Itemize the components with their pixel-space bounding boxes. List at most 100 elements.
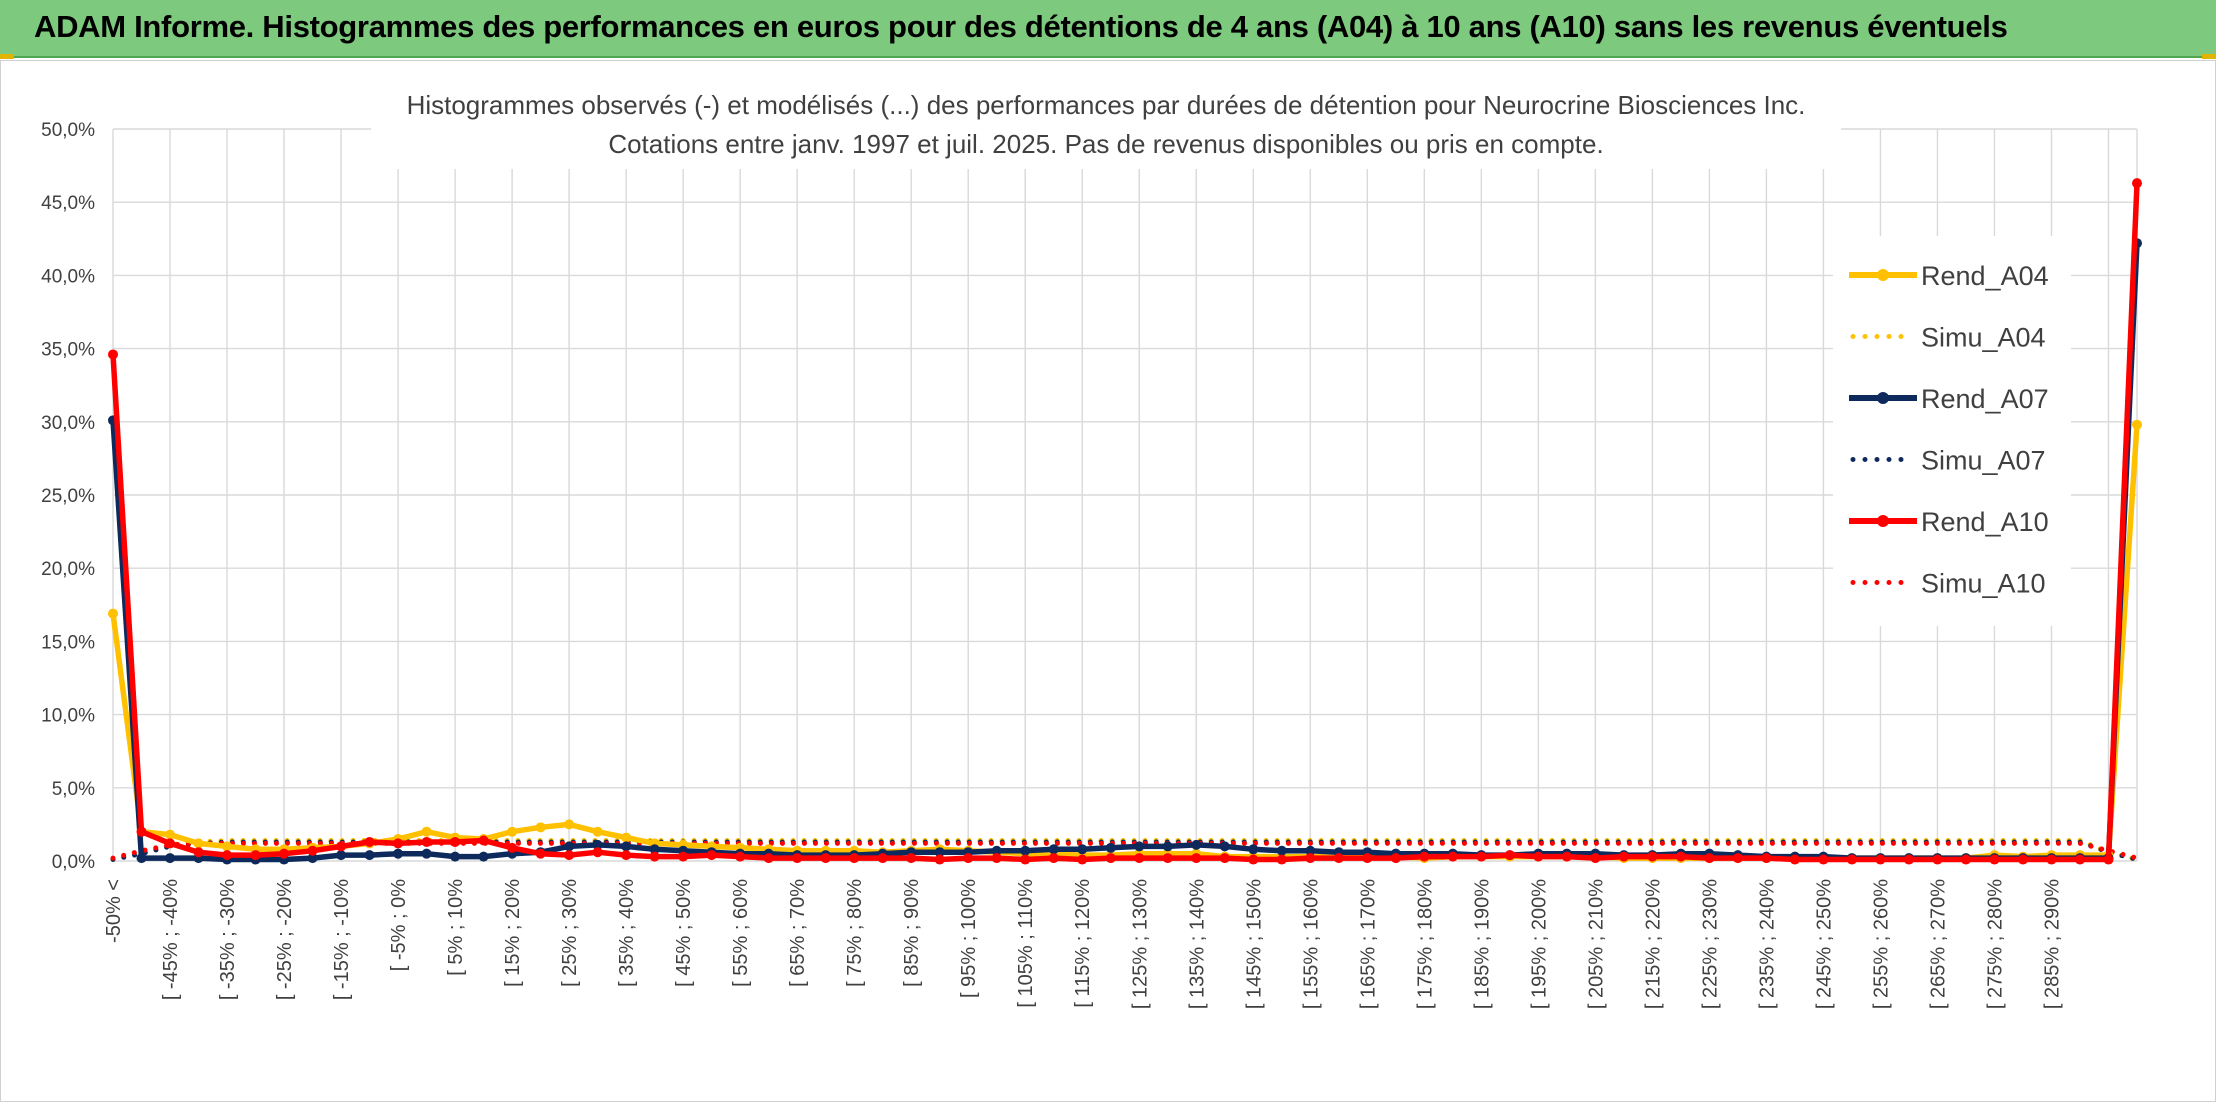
x-tick-label: [ 55% ; 60% (730, 879, 752, 987)
data-point-rend-a10 (849, 853, 860, 864)
x-tick-label: [ 25% ; 30% (559, 879, 581, 987)
chart-legend: Rend_A04 Simu_A04 Rend_A07 Simu_A07 Rend_A10… (1833, 236, 2071, 626)
data-point-rend-a10 (421, 836, 432, 847)
data-point-rend-a07 (1020, 845, 1031, 856)
page-title: ADAM Informe. Histogrammes des performan… (34, 9, 2008, 44)
data-point-rend-a10 (1333, 853, 1344, 864)
legend-marker-rend-a07 (1877, 392, 1889, 404)
data-point-rend-a04 (507, 826, 518, 837)
data-point-rend-a10 (2074, 854, 2085, 865)
data-point-rend-a07 (1162, 841, 1173, 852)
data-point-rend-a10 (193, 847, 204, 858)
data-point-rend-a04 (193, 838, 204, 849)
x-tick-label: [ -5% ; 0% (388, 879, 410, 971)
data-point-rend-a04 (421, 826, 432, 837)
data-point-rend-a10 (336, 841, 347, 852)
chart-area: Histogrammes observés (-) et modélisés (… (0, 60, 2216, 1102)
data-point-rend-a04 (535, 822, 546, 833)
chart-title-line-1: Histogrammes observés (-) et modélisés (… (407, 90, 1806, 120)
x-tick-label: [ 285% ; 290% (2041, 879, 2063, 1009)
data-point-rend-a10 (1248, 854, 1259, 865)
x-tick-label: [ 185% ; 190% (1471, 879, 1493, 1009)
data-point-rend-a10 (307, 845, 318, 856)
data-point-rend-a10 (2103, 854, 2114, 865)
data-point-rend-a07 (1077, 844, 1088, 855)
legend-label-rend-a04: Rend_A04 (1921, 261, 2049, 291)
data-point-rend-a10 (2017, 854, 2028, 865)
x-tick-label: [ 175% ; 180% (1414, 879, 1436, 1009)
data-point-rend-a10 (1761, 853, 1772, 864)
data-point-rend-a10 (450, 836, 461, 847)
data-point-rend-a07 (564, 841, 575, 852)
data-point-rend-a10 (1305, 853, 1316, 864)
data-point-rend-a10 (1447, 851, 1458, 862)
data-point-rend-a10 (1219, 853, 1230, 864)
legend-label-rend-a07: Rend_A07 (1921, 384, 2049, 414)
data-point-rend-a10 (1162, 853, 1173, 864)
data-point-rend-a10 (393, 838, 404, 849)
legend-label-simu-a04: Simu_A04 (1921, 323, 2046, 353)
x-tick-label: -50% < (103, 879, 125, 943)
data-point-rend-a10 (1818, 854, 1829, 865)
data-point-rend-a04 (222, 841, 233, 852)
data-point-rend-a10 (279, 848, 290, 859)
y-tick-label: 20,0% (41, 559, 95, 580)
data-point-rend-a10 (136, 826, 147, 837)
data-point-rend-a04 (165, 829, 176, 840)
line-chart: Histogrammes observés (-) et modélisés (… (41, 81, 2142, 1009)
data-point-rend-a07 (478, 851, 489, 862)
x-tick-label: [ 195% ; 200% (1528, 879, 1550, 1009)
legend-label-simu-a10: Simu_A10 (1921, 569, 2046, 599)
data-point-rend-a10 (1134, 853, 1145, 864)
data-point-rend-a10 (820, 853, 831, 864)
legend-marker-rend-a04 (1877, 269, 1889, 281)
data-point-rend-a10 (1989, 854, 2000, 865)
x-tick-label: [ 45% ; 50% (673, 879, 695, 987)
y-tick-label: 40,0% (41, 266, 95, 287)
data-point-rend-a07 (307, 853, 318, 864)
x-tick-label: [ 225% ; 230% (1699, 879, 1721, 1009)
x-tick-label: [ 255% ; 260% (1870, 879, 1892, 1009)
x-tick-label: [ -25% ; -20% (274, 879, 296, 1000)
data-point-rend-a10 (1105, 853, 1116, 864)
y-tick-label: 50,0% (41, 120, 95, 141)
legend-marker-rend-a10 (1877, 515, 1889, 527)
data-point-rend-a10 (963, 853, 974, 864)
x-tick-label: [ 275% ; 280% (1984, 879, 2006, 1009)
y-tick-label: 30,0% (41, 413, 95, 434)
data-point-rend-a10 (1561, 851, 1572, 862)
data-point-rend-a10 (649, 851, 660, 862)
x-tick-label: [ 105% ; 110% (1015, 879, 1037, 1008)
y-tick-label: 15,0% (41, 632, 95, 653)
data-point-rend-a07 (1134, 841, 1145, 852)
x-tick-label: [ 75% ; 80% (844, 879, 866, 987)
title-background (371, 81, 1841, 169)
data-point-rend-a10 (1789, 854, 1800, 865)
data-point-rend-a10 (678, 851, 689, 862)
data-point-rend-a10 (1903, 854, 1914, 865)
data-point-rend-a10 (1533, 851, 1544, 862)
data-point-rend-a07 (934, 847, 945, 858)
legend-label-rend-a10: Rend_A10 (1921, 507, 2049, 537)
x-tick-label: [ 65% ; 70% (787, 879, 809, 987)
x-tick-label: [ 135% ; 140% (1186, 879, 1208, 1009)
data-point-rend-a10 (1077, 854, 1088, 865)
legend-background (1833, 236, 2071, 626)
data-point-rend-a04 (621, 832, 632, 843)
data-point-rend-a10 (621, 850, 632, 861)
data-point-rend-a07 (1105, 842, 1116, 853)
x-tick-label: [ -15% ; -10% (331, 879, 353, 1000)
y-tick-label: 10,0% (41, 706, 95, 727)
data-point-rend-a10 (877, 853, 888, 864)
data-point-rend-a07 (336, 850, 347, 861)
data-point-rend-a10 (478, 835, 489, 846)
data-point-rend-a07 (450, 851, 461, 862)
header-bar: ADAM Informe. Histogrammes des performan… (0, 0, 2216, 58)
data-point-rend-a10 (1732, 853, 1743, 864)
x-tick-label: [ 245% ; 250% (1813, 879, 1835, 1009)
data-point-rend-a07 (1191, 839, 1202, 850)
y-tick-label: 45,0% (41, 193, 95, 214)
data-point-rend-a10 (1704, 853, 1715, 864)
data-point-rend-a10 (1932, 854, 1943, 865)
data-point-rend-a07 (364, 850, 375, 861)
